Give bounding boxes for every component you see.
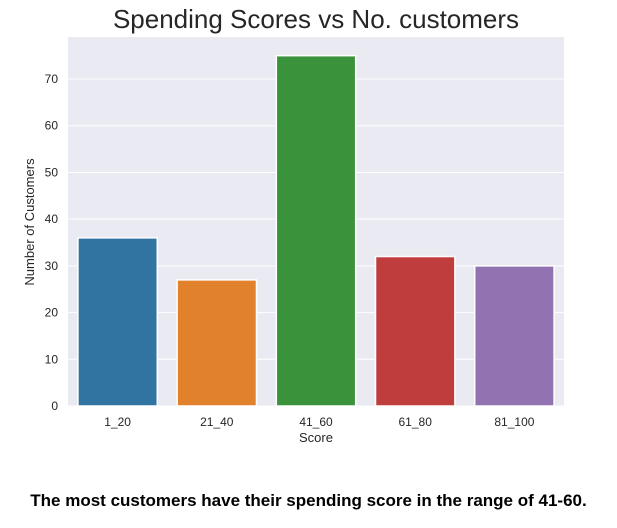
bar-1_20 [77, 237, 159, 407]
y-tick-label: 20 [45, 306, 59, 320]
y-axis-label: Number of Customers [22, 158, 37, 286]
y-tick-label: 50 [45, 165, 59, 179]
x-axis-label: Score [299, 430, 333, 445]
bars [77, 54, 555, 407]
y-tick-label: 30 [45, 259, 59, 273]
bar-61_80 [374, 255, 456, 407]
x-tick-labels: 1_20 21_40 41_60 61_80 81_100 [104, 415, 534, 429]
y-tick-label: 10 [45, 352, 59, 366]
bar-41_60 [275, 54, 357, 407]
y-tick-label: 0 [51, 399, 58, 413]
y-tick-labels: 0 10 20 30 40 50 60 70 [45, 72, 59, 413]
x-tick-label: 21_40 [200, 415, 234, 429]
bar-81_100 [473, 265, 555, 407]
chart-caption: The most customers have their spending s… [30, 491, 587, 510]
x-tick-label: 1_20 [104, 415, 131, 429]
bar-21_40 [176, 279, 258, 407]
x-tick-label: 61_80 [399, 415, 433, 429]
chart-title: Spending Scores vs No. customers [113, 4, 519, 34]
y-tick-label: 70 [45, 72, 59, 86]
x-tick-label: 41_60 [299, 415, 333, 429]
y-tick-label: 60 [45, 119, 59, 133]
y-tick-label: 40 [45, 212, 59, 226]
x-tick-label: 81_100 [494, 415, 534, 429]
